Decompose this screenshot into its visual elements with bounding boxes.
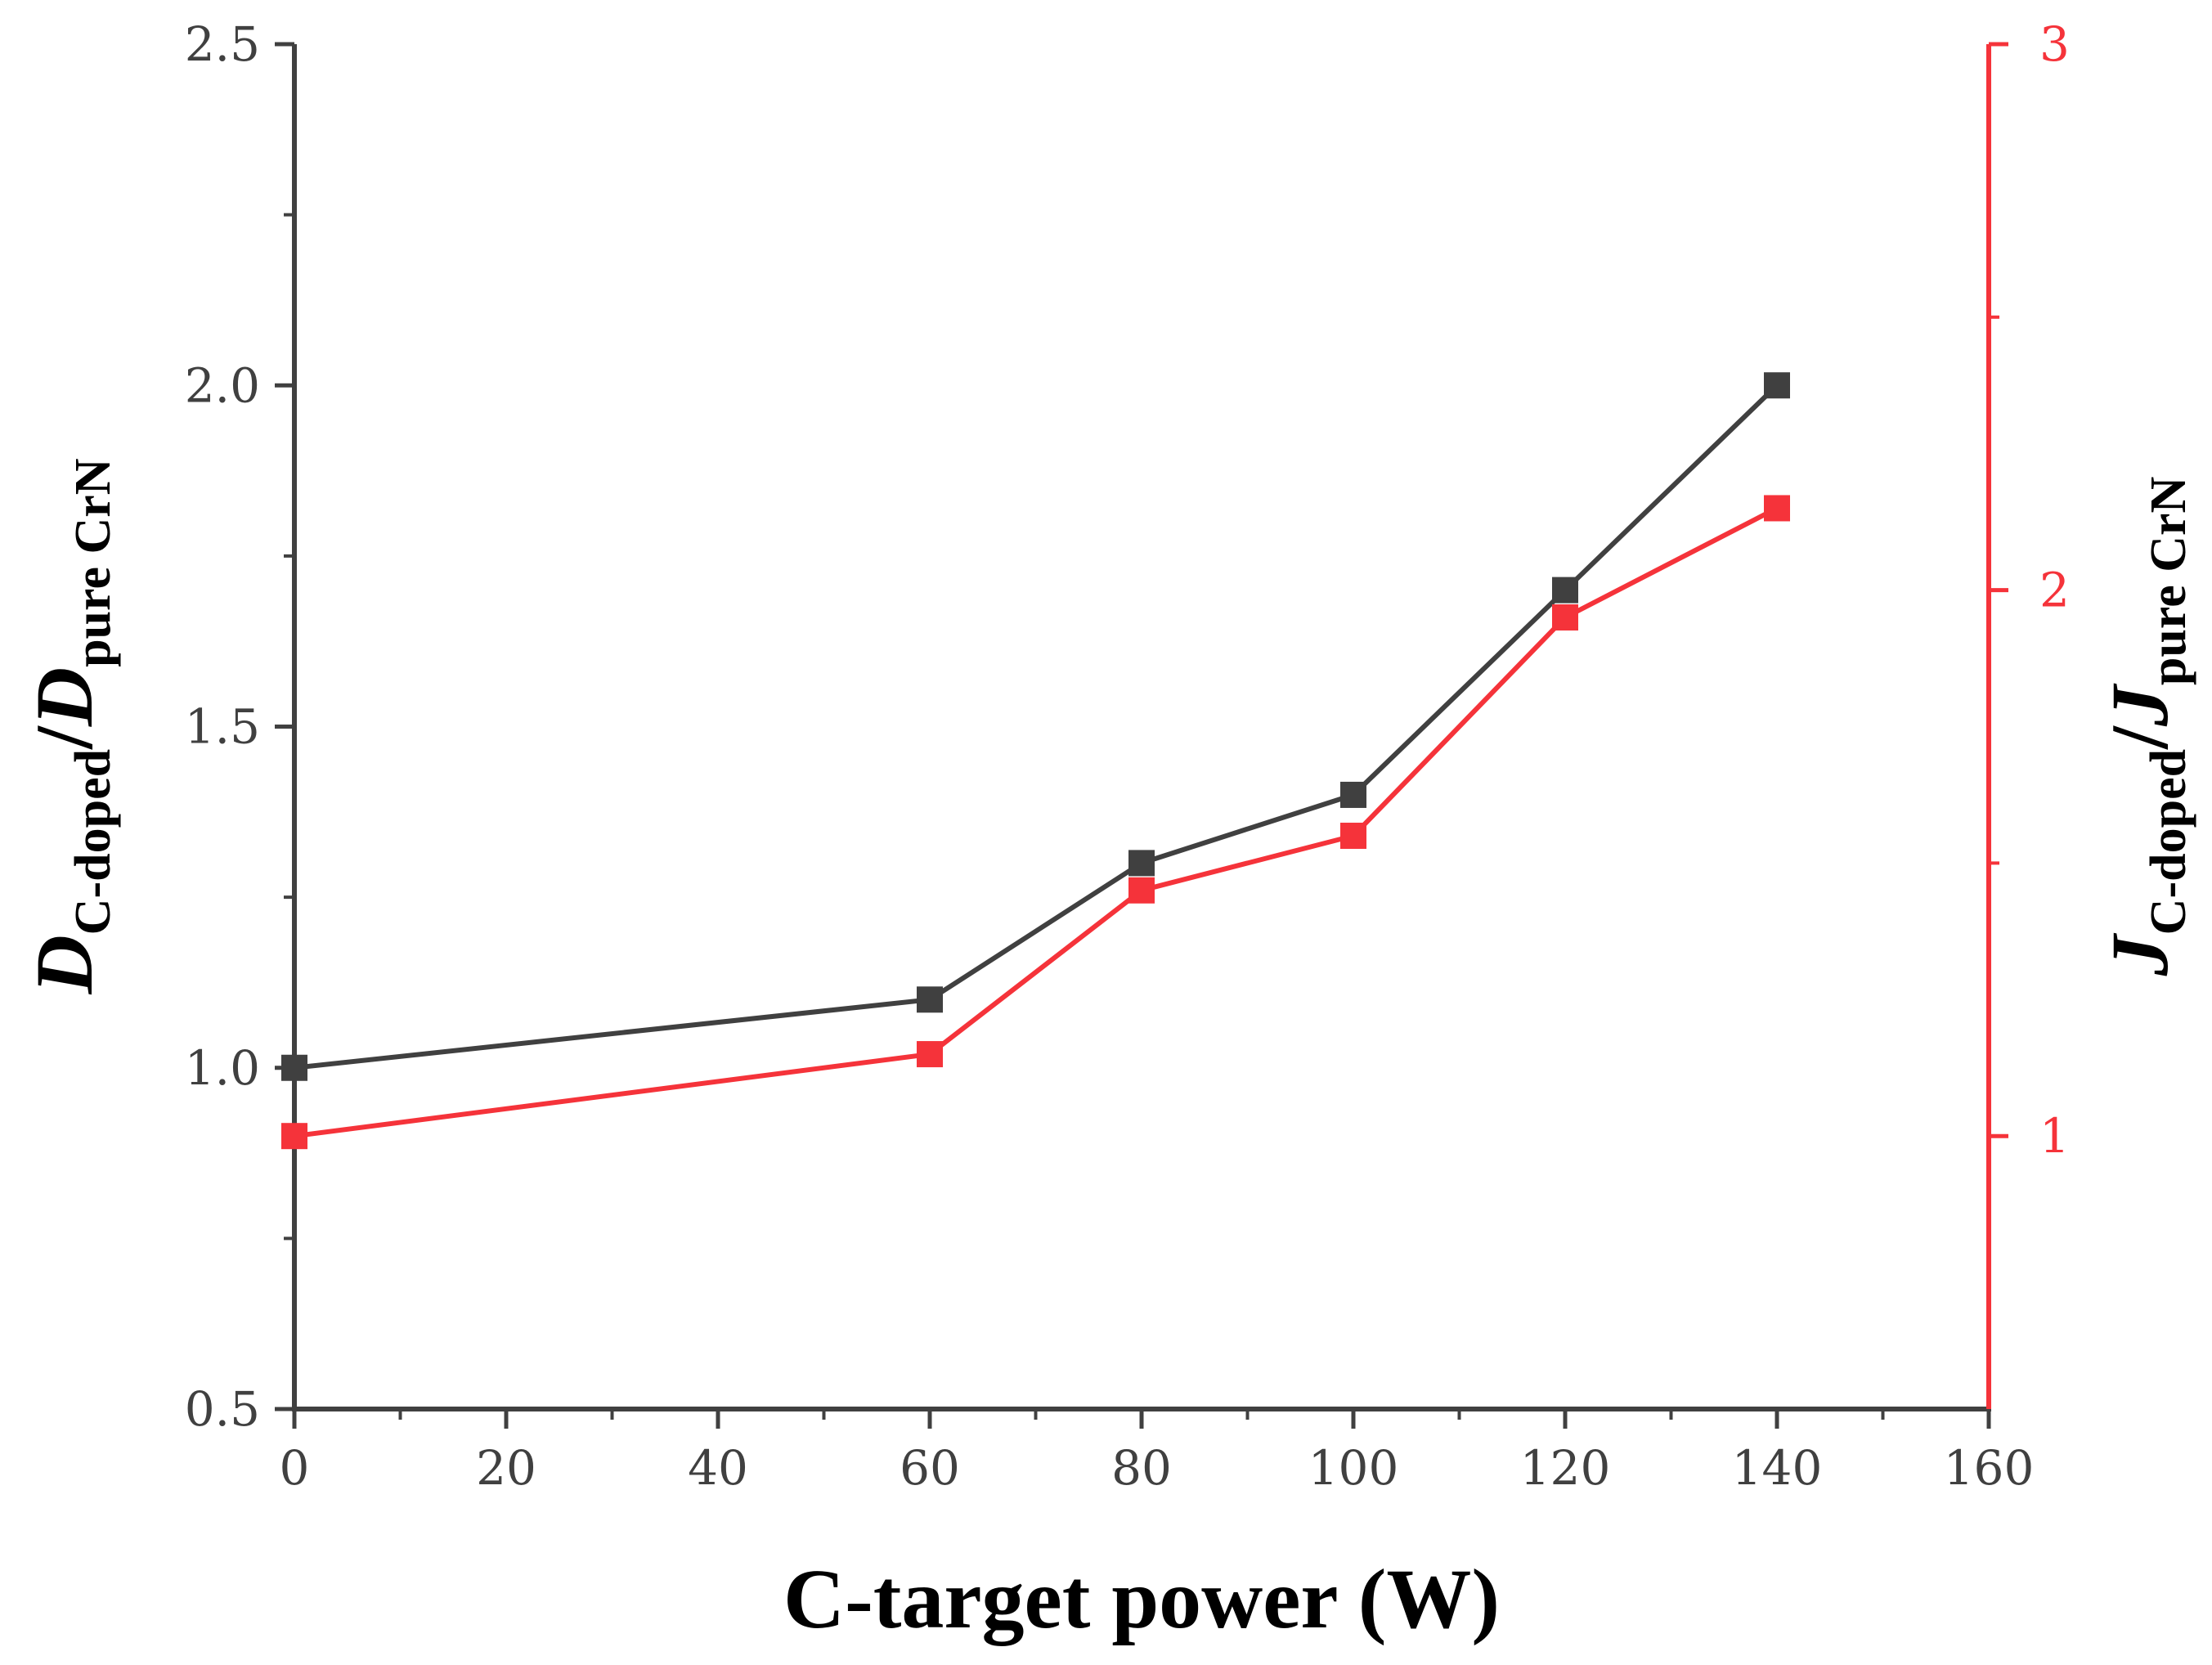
x-tick-label: 20 xyxy=(476,1440,536,1496)
series-line-2 xyxy=(294,505,1779,1139)
data-point xyxy=(917,1041,943,1068)
x-tick-label: 160 xyxy=(1944,1440,2035,1496)
left-tick-label: 1.0 xyxy=(185,1040,260,1096)
right-axis-title: JC-doped/Jpure CrN xyxy=(2094,477,2196,977)
x-tick-label: 140 xyxy=(1732,1440,1823,1496)
right-axis-title-sub2: pure CrN xyxy=(2141,477,2196,685)
data-point xyxy=(281,1123,307,1150)
data-point xyxy=(917,986,943,1013)
x-axis-title: C-target power (W) xyxy=(783,1552,1500,1646)
axes xyxy=(292,44,1991,1411)
x-tick-label: 40 xyxy=(688,1440,748,1496)
left-tick-label: 2.5 xyxy=(185,16,260,72)
data-point xyxy=(1128,850,1155,877)
left-axis-title-main2: D xyxy=(19,667,110,727)
tick-labels: 0 20 40 60 80 100 120 140 160 0.5 1.0 1.5 2.0 2.5 1 2 3 xyxy=(185,16,2070,1496)
right-axis-title-sub1: C-doped xyxy=(2141,749,2196,935)
data-point xyxy=(1764,372,1790,399)
right-axis-title-slash: / xyxy=(2094,725,2185,750)
left-axis-title-sub2: pure CrN xyxy=(65,458,121,666)
data-point xyxy=(1340,823,1366,850)
x-tick-label: 120 xyxy=(1520,1440,1611,1496)
left-tick-label: 1.5 xyxy=(185,699,260,755)
x-tick-label: 60 xyxy=(900,1440,960,1496)
right-tick-label: 3 xyxy=(2039,16,2070,72)
left-axis-title: DC-doped/Dpure CrN xyxy=(19,458,121,994)
right-tick-label: 1 xyxy=(2039,1108,2070,1164)
left-axis-title-main: D xyxy=(19,935,110,994)
data-point xyxy=(1552,577,1578,604)
left-tick-label: 2.0 xyxy=(185,357,260,413)
tick-marks xyxy=(275,42,2008,1429)
x-tick-label: 0 xyxy=(280,1440,310,1496)
data-point xyxy=(1128,877,1155,904)
data-point xyxy=(281,1054,307,1081)
left-axis-title-sub1: C-doped xyxy=(65,749,121,935)
x-tick-label: 80 xyxy=(1111,1440,1172,1496)
left-tick-label: 0.5 xyxy=(185,1381,260,1437)
left-axis-title-slash: / xyxy=(19,725,110,750)
x-tick-label: 100 xyxy=(1308,1440,1399,1496)
right-axis-title-main: J xyxy=(2094,932,2185,976)
right-tick-label: 2 xyxy=(2039,563,2070,618)
data-point xyxy=(1340,781,1366,808)
right-axis-title-main2: J xyxy=(2094,683,2185,727)
series xyxy=(281,372,1790,1150)
data-point xyxy=(1764,495,1790,522)
series-line-1 xyxy=(294,384,1779,1070)
data-point xyxy=(1552,604,1578,631)
